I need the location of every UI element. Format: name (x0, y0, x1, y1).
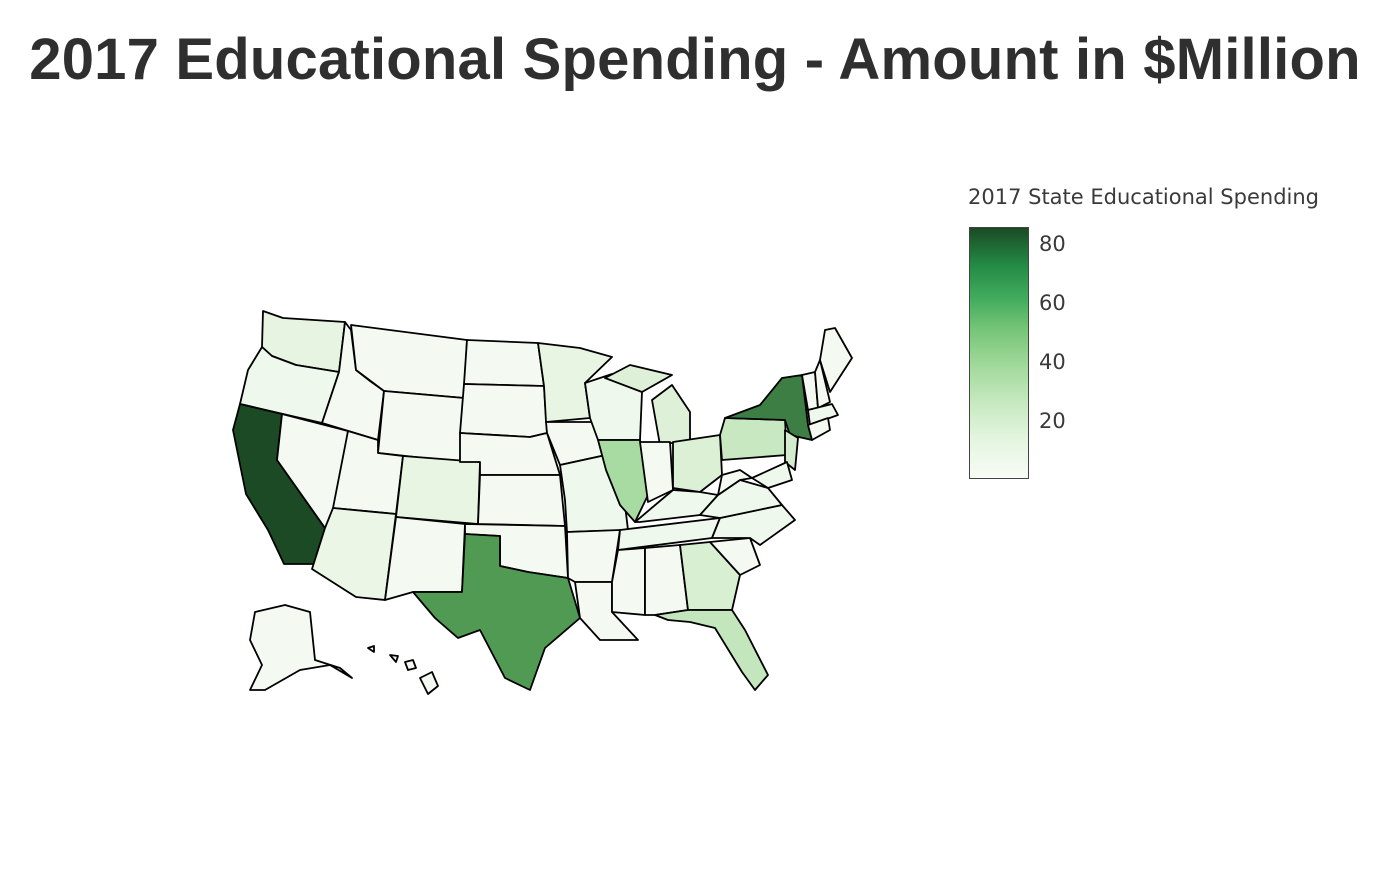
state-south-carolina[interactable] (709, 537, 761, 576)
state-texas[interactable] (412, 533, 581, 691)
legend-title: 2017 State Educational Spending (968, 185, 1320, 209)
state-new-hampshire[interactable] (814, 359, 831, 409)
state-massachusetts[interactable] (807, 403, 839, 426)
colorbar-tick-20: 20 (1039, 409, 1066, 433)
colorbar-tick-40: 40 (1039, 350, 1066, 374)
chart-title: 2017 Educational Spending - Amount in $M… (29, 27, 1361, 92)
state-hawaii-island-2[interactable] (404, 659, 417, 671)
state-connecticut[interactable] (807, 417, 831, 441)
state-maryland[interactable] (751, 461, 793, 489)
state-colorado[interactable] (395, 455, 481, 525)
state-hawaii-island-3[interactable] (389, 654, 399, 663)
state-west-virginia[interactable] (717, 469, 753, 496)
colorbar-tick-60: 60 (1039, 291, 1066, 315)
state-maine[interactable] (819, 327, 853, 393)
state-kansas[interactable] (477, 474, 566, 527)
state-michigan[interactable] (651, 384, 691, 446)
state-mississippi[interactable] (611, 547, 646, 616)
state-north-dakota[interactable] (463, 339, 545, 387)
state-arkansas[interactable] (566, 529, 621, 583)
state-alaska[interactable] (249, 604, 353, 691)
state-wyoming[interactable] (377, 390, 465, 463)
colorbar-tick-80: 80 (1039, 232, 1066, 256)
state-new-mexico[interactable] (384, 516, 466, 601)
state-ohio[interactable] (672, 434, 723, 493)
state-florida[interactable] (654, 609, 769, 691)
state-pennsylvania[interactable] (719, 417, 788, 461)
state-hawaii-island-4[interactable] (367, 645, 375, 653)
state-south-dakota[interactable] (459, 383, 548, 438)
state-new-jersey[interactable] (784, 429, 799, 471)
state-hawaii[interactable] (419, 671, 439, 695)
colorbar (969, 227, 1029, 479)
state-michigan-upper[interactable] (604, 364, 673, 393)
